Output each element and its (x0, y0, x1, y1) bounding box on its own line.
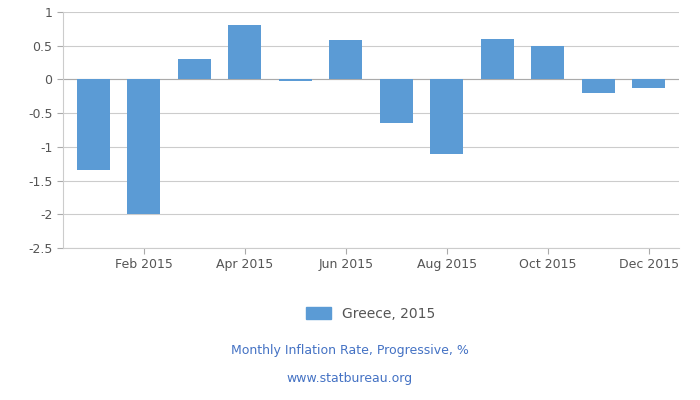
Bar (329, 40, 362, 80)
Bar (178, 59, 211, 80)
Bar (632, 80, 665, 88)
Bar (77, 80, 110, 170)
Bar (127, 80, 160, 214)
Text: www.statbureau.org: www.statbureau.org (287, 372, 413, 385)
Bar (531, 46, 564, 80)
Bar (582, 80, 615, 93)
Bar (228, 26, 261, 80)
Bar (430, 80, 463, 154)
Bar (279, 80, 312, 81)
Bar (380, 80, 413, 123)
Text: Monthly Inflation Rate, Progressive, %: Monthly Inflation Rate, Progressive, % (231, 344, 469, 357)
Legend: Greece, 2015: Greece, 2015 (307, 307, 435, 321)
Bar (481, 39, 514, 80)
